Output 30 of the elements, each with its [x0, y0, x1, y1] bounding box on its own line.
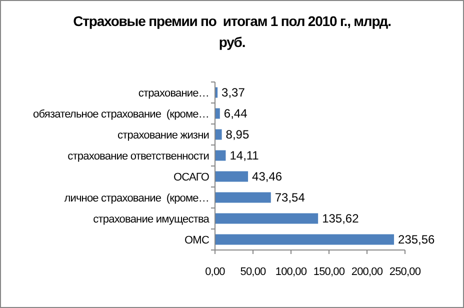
data-label: 43,46	[252, 170, 282, 184]
x-tick-label: 0,00	[205, 266, 226, 278]
data-label: 73,54	[274, 190, 306, 205]
data-label: 3,37	[222, 86, 246, 100]
y-tick-label: страхование жизни	[118, 129, 210, 142]
data-label: 6,44	[224, 106, 248, 121]
bar	[215, 108, 220, 119]
x-tick-label: 250,00	[389, 266, 421, 278]
y-tick-label: обязательное страхование (кроме…	[33, 108, 209, 120]
bar	[215, 129, 222, 140]
y-tick-label: ОСАГО	[174, 171, 210, 184]
bar	[215, 234, 394, 245]
y-tick-label: страхование…	[138, 87, 209, 100]
y-tick-label: ОМС	[184, 234, 210, 246]
data-label: 235,56	[398, 232, 436, 247]
data-label: 135,62	[322, 212, 360, 226]
bar	[215, 213, 318, 224]
y-tick-label: страхование имущества	[93, 213, 210, 226]
chart-title: Страховые премии по итогам 1 пол 2010 г., млрд. руб.	[73, 13, 391, 50]
bar	[215, 192, 271, 203]
x-tick-label: 100,00	[275, 266, 307, 278]
x-tick-label: 50,00	[240, 266, 266, 278]
bar	[215, 171, 248, 182]
data-label: 8,95	[226, 128, 250, 142]
y-tick-label: страхование ответственности	[68, 150, 210, 162]
y-tick-label: личное страхование (кроме…	[64, 192, 209, 204]
bar	[215, 150, 226, 161]
data-label: 14,11	[230, 148, 260, 163]
x-tick-label: 200,00	[351, 266, 383, 278]
x-tick-label: 150,00	[313, 266, 345, 278]
